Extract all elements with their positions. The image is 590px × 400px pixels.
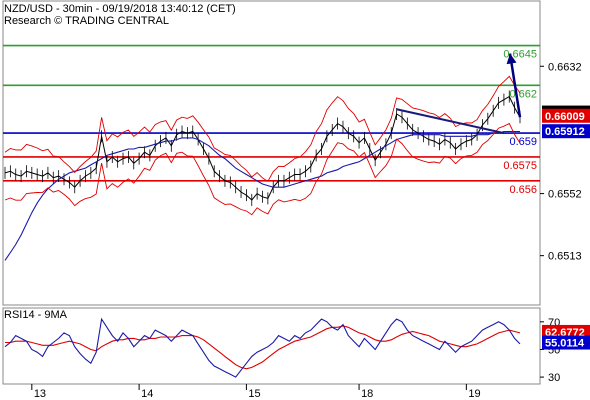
x-tick-label-2: 15	[248, 388, 260, 400]
rsi-ma-line	[5, 325, 521, 370]
x-tick-label-1: 14	[141, 388, 153, 400]
level-label-4: 0.656	[509, 184, 537, 196]
moving-average-line	[4, 130, 520, 261]
rsi-tick-label-2: 30	[548, 372, 560, 384]
lower-band	[4, 122, 521, 216]
level-label-1: 0.662	[509, 88, 537, 100]
rsi-tag-1: 55.0114	[545, 338, 585, 350]
rsi-tag-bg-1	[542, 335, 590, 350]
rsi-panel-frame	[2, 307, 541, 385]
chart-subtitle: Research © TRADING CENTRAL	[4, 15, 169, 27]
trendline	[396, 108, 505, 135]
x-tick-label-4: 19	[468, 388, 480, 400]
price-tag-bg-1	[542, 108, 590, 123]
projection-arrow-head	[506, 53, 517, 65]
x-tick-label-0: 13	[34, 388, 46, 400]
price-tag-1: 0.66009	[545, 111, 585, 123]
y-tick-label-1: 0.6552	[548, 189, 582, 201]
price-tag-bg-2	[542, 124, 590, 139]
projection-arrow-shaft	[508, 53, 522, 118]
rsi-line	[4, 317, 521, 378]
price-tag-2: 0.65912	[545, 126, 585, 138]
chart-title: NZD/USD - 30min - 09/19/2018 13:40:12 (C…	[4, 3, 236, 15]
level-label-3: 0.6575	[503, 160, 537, 172]
x-tick-label-3: 18	[361, 388, 373, 400]
y-tick-label-0: 0.6632	[548, 61, 582, 73]
price-panel-frame	[2, 0, 541, 306]
rsi-series	[4, 317, 521, 378]
y-tick-label-2: 0.6513	[548, 251, 582, 263]
rsi-title: RSI14 - 9MA	[4, 309, 68, 321]
level-label-2: 0.659	[509, 136, 537, 148]
price-series	[4, 53, 522, 261]
upper-band	[4, 75, 521, 183]
rsi-tag-bg-0	[542, 324, 590, 339]
